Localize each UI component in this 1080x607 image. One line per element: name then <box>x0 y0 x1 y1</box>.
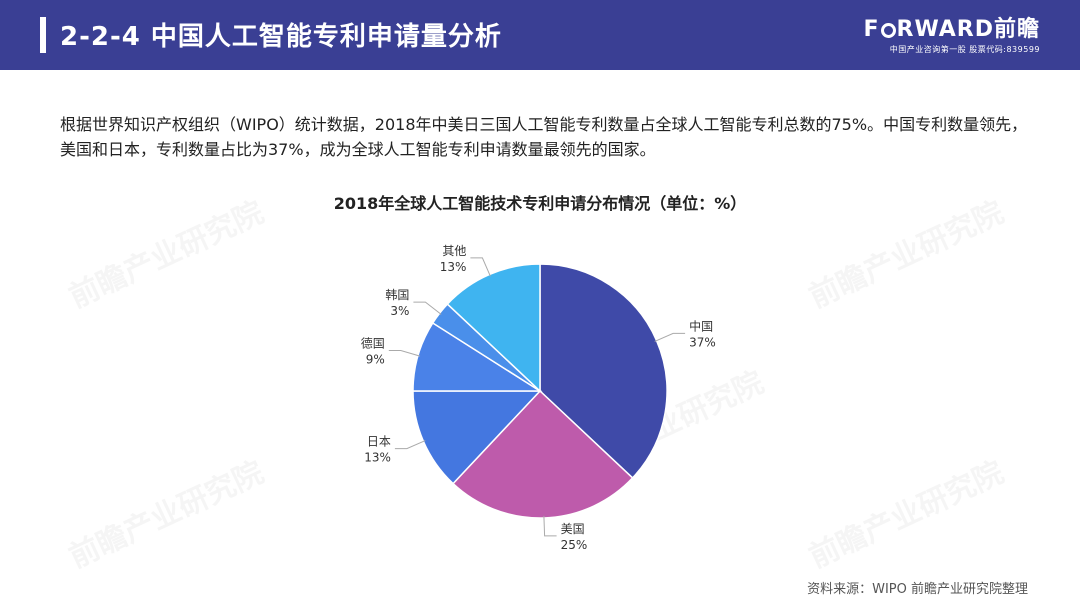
header-bar: 2-2-4 中国人工智能专利申请量分析 F RWARD前瞻 中国产业咨询第一股 股… <box>0 0 1080 70</box>
slice-label-1: 美国 <box>561 522 585 536</box>
slice-label-3: 德国 <box>361 336 385 351</box>
leader-line-3 <box>388 350 421 357</box>
slice-label-5: 其他 <box>442 244 466 258</box>
slice-label-2: 日本 <box>367 435 391 449</box>
slice-value-label-3: 9% <box>366 353 385 367</box>
slice-label-4: 韩国 <box>385 287 409 302</box>
leader-line-1 <box>543 515 557 537</box>
logo-subtitle: 中国产业咨询第一股 股票代码:839599 <box>889 45 1040 54</box>
intro-paragraph: 根据世界知识产权组织（WIPO）统计数据，2018年中美日三国人工智能专利数量占… <box>60 115 1028 159</box>
logo-o-ring-icon <box>880 23 896 38</box>
logo-brand: F RWARD前瞻 <box>863 17 1040 42</box>
forward-logo: F RWARD前瞻 中国产业咨询第一股 股票代码:839599 <box>864 18 1040 55</box>
slice-label-0: 中国 <box>689 318 713 333</box>
slice-value-label-5: 13% <box>440 260 467 274</box>
slice-value-label-2: 13% <box>364 451 391 465</box>
page-title: 2-2-4 中国人工智能专利申请量分析 <box>60 22 502 52</box>
leader-line-2 <box>394 440 426 450</box>
slice-value-label-4: 3% <box>390 304 409 318</box>
source-note: 资料来源：WIPO 前瞻产业研究院整理 <box>807 582 1028 597</box>
leader-line-4 <box>413 301 442 315</box>
slice-value-label-1: 25% <box>561 538 588 552</box>
leader-line-5 <box>470 257 491 277</box>
slice-value-label-0: 37% <box>689 335 716 349</box>
title-accent-bar <box>40 17 46 53</box>
chart-title: 2018年全球人工智能技术专利申请分布情况（单位：%） <box>333 194 747 213</box>
leader-line-0 <box>654 332 686 342</box>
